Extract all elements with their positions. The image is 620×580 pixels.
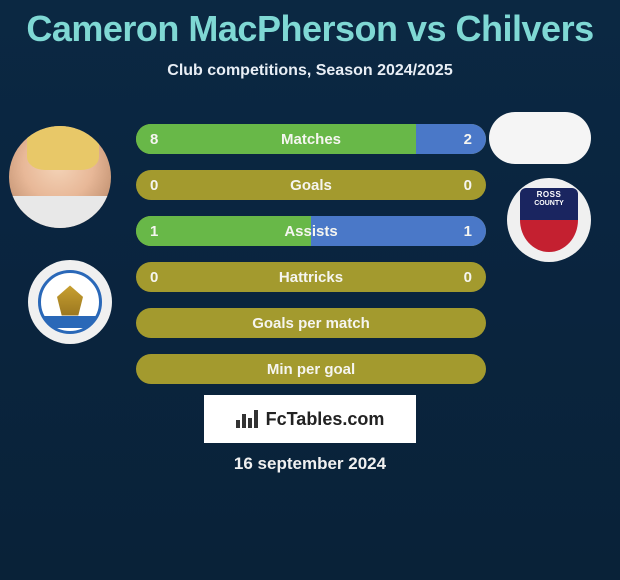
team1-badge-inner [38, 270, 102, 334]
stat-label: Hattricks [279, 269, 343, 286]
team1-badge [28, 260, 112, 344]
stat-label: Min per goal [267, 361, 355, 378]
stat-bar-left-fill [136, 124, 416, 154]
stat-value-right: 2 [464, 131, 472, 148]
stat-label: Goals per match [252, 315, 370, 332]
stats-bars: 8 Matches 2 0 Goals 0 1 Assists 1 0 Hattricks 0 Goal… [136, 124, 486, 400]
comparison-title: Cameron MacPherson vs Chilvers [0, 0, 620, 50]
logo-bars-icon [236, 410, 260, 428]
stat-value-left: 0 [150, 269, 158, 286]
stat-bar: Min per goal [136, 354, 486, 384]
stat-value-left: 0 [150, 177, 158, 194]
player2-avatar [489, 112, 591, 164]
stat-bar: 8 Matches 2 [136, 124, 486, 154]
stat-bar: Goals per match [136, 308, 486, 338]
stat-label: Goals [290, 177, 332, 194]
stat-value-left: 1 [150, 223, 158, 240]
comparison-date: 16 september 2024 [0, 454, 620, 474]
stat-value-left: 8 [150, 131, 158, 148]
stat-label: Assists [284, 223, 337, 240]
team2-badge-inner [520, 188, 578, 252]
stat-label: Matches [281, 131, 341, 148]
stat-value-right: 0 [464, 177, 472, 194]
comparison-subtitle: Club competitions, Season 2024/2025 [0, 62, 620, 80]
stat-bar: 0 Goals 0 [136, 170, 486, 200]
stat-bar: 0 Hattricks 0 [136, 262, 486, 292]
team2-badge [507, 178, 591, 262]
stat-value-right: 1 [464, 223, 472, 240]
stat-value-right: 0 [464, 269, 472, 286]
stat-bar: 1 Assists 1 [136, 216, 486, 246]
logo-text: FcTables.com [266, 409, 385, 430]
stat-bar-right-fill [416, 124, 486, 154]
player1-avatar [9, 126, 111, 228]
fctables-logo: FcTables.com [204, 395, 416, 443]
